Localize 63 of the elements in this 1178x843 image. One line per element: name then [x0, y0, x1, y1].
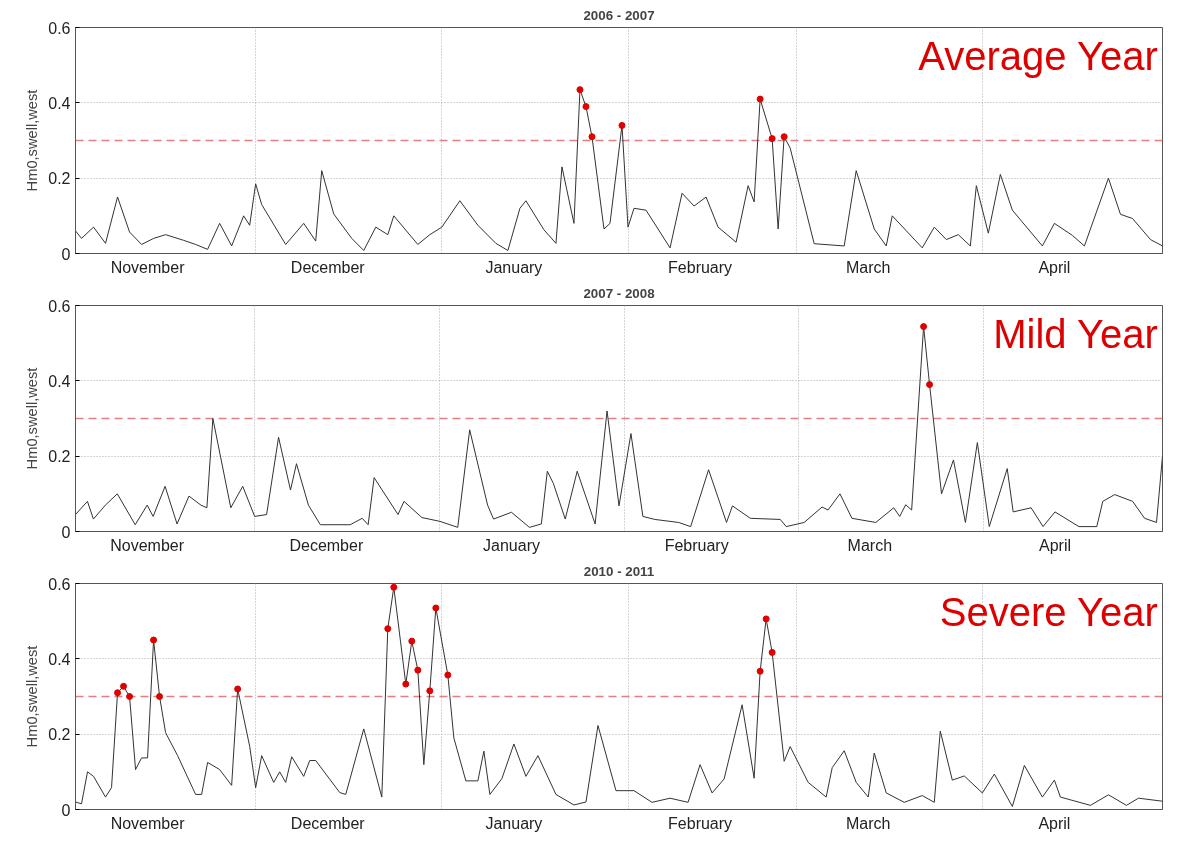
point	[390, 583, 398, 591]
y-axis-title: Hm0,swell,west	[24, 645, 41, 748]
y-tick-label: 0	[61, 523, 71, 541]
x-tick-label: January	[485, 814, 543, 832]
x-tick-label: April	[1038, 536, 1072, 554]
chart-title: 2010 - 2011	[583, 563, 655, 579]
x-tick-label: February	[664, 536, 729, 554]
point	[114, 689, 122, 697]
point	[780, 133, 788, 141]
y-tick-label: 0.6	[48, 297, 71, 315]
point	[768, 648, 776, 656]
x-tick-label: April	[1038, 258, 1071, 276]
y-tick-label: 0.2	[48, 726, 71, 744]
x-tick-label: December	[290, 814, 366, 832]
y-axis-title: Hm0,swell,west	[24, 89, 41, 192]
point	[588, 133, 596, 141]
x-tick-label: March	[847, 536, 893, 554]
point	[156, 693, 164, 700]
x-tick-label: December	[289, 536, 364, 554]
y-tick-label: 0.2	[48, 170, 71, 188]
chart-title: 2007 - 2008	[583, 285, 655, 301]
point	[426, 687, 434, 695]
point	[150, 636, 158, 644]
annotation: Mild Year	[993, 311, 1158, 356]
point	[756, 95, 764, 103]
chart-title: 2006 - 2007	[583, 7, 655, 23]
point	[582, 103, 590, 111]
y-tick-label: 0	[61, 801, 71, 819]
point	[762, 615, 770, 623]
point	[432, 604, 440, 612]
point	[402, 680, 410, 688]
point	[756, 667, 764, 675]
x-tick-label: January	[485, 258, 543, 276]
point	[234, 685, 242, 693]
y-axis-title: Hm0,swell,west	[24, 367, 41, 470]
y-tick-label: 0.6	[48, 575, 71, 593]
y-tick-label: 0.4	[48, 94, 71, 112]
x-tick-label: April	[1038, 814, 1071, 832]
y-tick-label: 0.4	[48, 372, 71, 390]
x-tick-label: February	[668, 258, 733, 276]
point	[444, 671, 452, 679]
y-tick-label: 0.2	[48, 448, 71, 466]
x-tick-label: March	[846, 258, 891, 276]
y-tick-label: 0.6	[48, 19, 71, 37]
y-tick-label: 0	[61, 245, 71, 263]
point	[126, 693, 134, 700]
point	[414, 666, 422, 674]
x-tick-label: December	[290, 258, 366, 276]
point	[618, 121, 626, 129]
annotation: Severe Year	[939, 589, 1158, 634]
point	[576, 86, 584, 94]
x-tick-label: November	[110, 258, 186, 276]
point	[384, 625, 392, 633]
x-tick-label: November	[110, 536, 185, 554]
point	[408, 637, 416, 645]
y-tick-label: 0.4	[48, 650, 71, 668]
x-tick-label: March	[846, 814, 891, 832]
x-tick-label: February	[668, 814, 733, 832]
x-tick-label: January	[483, 536, 540, 554]
point	[768, 135, 776, 143]
annotation: Average Year	[918, 33, 1158, 78]
x-tick-label: November	[110, 814, 186, 832]
point	[120, 682, 128, 690]
